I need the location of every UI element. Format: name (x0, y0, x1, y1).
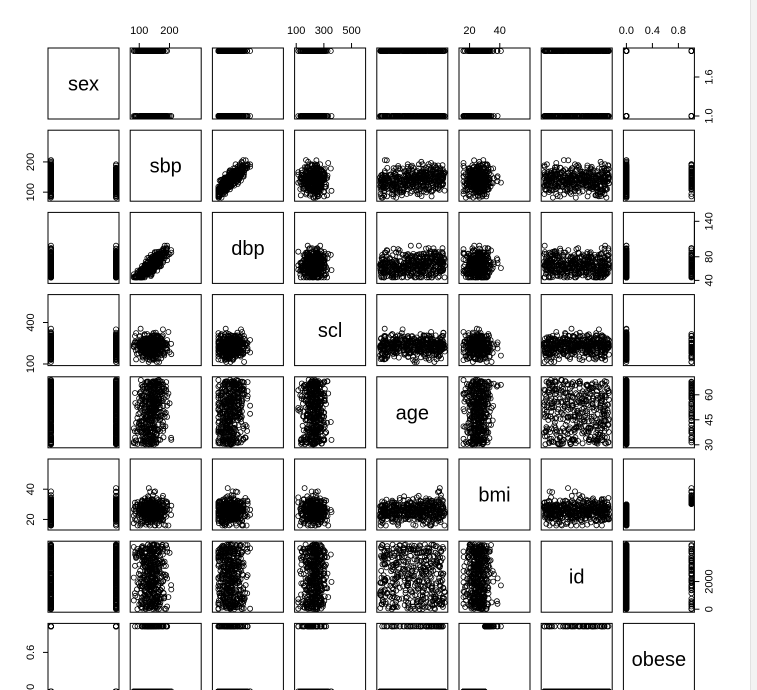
panel-frame (47, 47, 120, 120)
panel-sex-vs-sbp (129, 47, 202, 120)
point (132, 48, 139, 54)
point (158, 113, 165, 119)
panel-frame (376, 47, 449, 120)
panel-sbp-vs-sex (47, 129, 120, 202)
variable-label-sbp: sbp (150, 156, 182, 178)
point (148, 113, 155, 119)
panel-frame (47, 129, 120, 202)
point (162, 113, 169, 119)
diagonal-panel-sex: sex (47, 47, 120, 120)
point (132, 113, 139, 119)
panel-frame (211, 47, 284, 120)
point (145, 113, 152, 119)
panel-sex-vs-obese (622, 47, 695, 120)
panel-sex-vs-scl (294, 47, 367, 120)
panel-sex-vs-age (376, 47, 449, 120)
diagonal-panel-sbp: sbp (129, 129, 202, 202)
panel-frame (540, 47, 613, 120)
panel-sbp-vs-dbp (211, 129, 284, 202)
panel-sbp-vs-scl (294, 129, 367, 202)
panel-sex-vs-id (540, 47, 613, 120)
panel-frame (458, 47, 531, 120)
point (139, 113, 146, 119)
point (160, 113, 167, 119)
scrollbar[interactable] (750, 0, 757, 690)
panel-sbp-vs-bmi (458, 129, 531, 202)
panel-frame (294, 47, 367, 120)
panel-sex-vs-dbp (211, 47, 284, 120)
panel-sbp-vs-age (376, 129, 449, 202)
panel-frame (622, 47, 695, 120)
panel-sex-vs-bmi (458, 47, 531, 120)
variable-label-sex: sex (68, 74, 99, 96)
panel-frame (129, 47, 202, 120)
point (168, 113, 175, 119)
